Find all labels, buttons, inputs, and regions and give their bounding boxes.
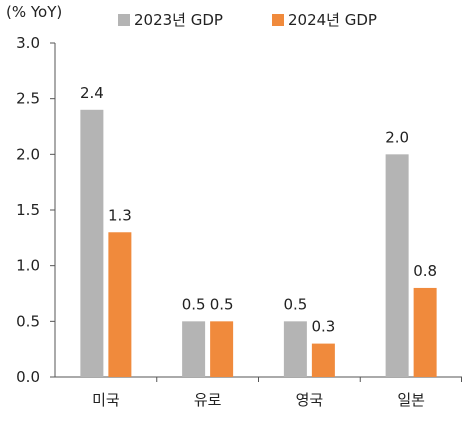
y-unit-label: (% YoY) (6, 3, 62, 21)
axes: 0.0 0.5 1.0 1.5 2.0 2.5 3.0 미국 유로 영국 일본 (16, 34, 462, 409)
bar (80, 109, 104, 378)
y-tick-label: 0.5 (16, 312, 40, 330)
data-label: 0.5 (283, 295, 307, 313)
y-tick-label: 0.0 (16, 368, 40, 386)
bars: 2.41.30.5 0.5 0.50.32.00.8 (80, 84, 437, 378)
legend-label: 2024년 GDP (288, 11, 377, 29)
x-tick-label: 미국 (92, 391, 120, 409)
data-label: 2.4 (80, 84, 104, 102)
bar (311, 343, 335, 377)
legend: 2023년 GDP 2024년 GDP (118, 11, 377, 29)
x-tick-label: 일본 (397, 391, 425, 409)
bar (385, 154, 409, 377)
legend-swatch (118, 14, 130, 26)
data-label: 2.0 (385, 128, 409, 146)
data-label: 0.5 (210, 295, 234, 313)
bar (108, 232, 132, 377)
bar (182, 321, 206, 377)
y-tick-label: 2.5 (16, 90, 40, 108)
legend-label: 2023년 GDP (134, 11, 223, 29)
legend-swatch (272, 14, 284, 26)
y-tick-label: 3.0 (16, 34, 40, 52)
bar (210, 321, 234, 377)
data-label: 0.8 (413, 262, 437, 280)
bar (283, 321, 307, 377)
y-tick-label: 2.0 (16, 145, 40, 163)
x-tick-label: 유로 (194, 391, 222, 409)
bar (413, 287, 437, 377)
data-label: 0.3 (311, 318, 335, 336)
data-label: 1.3 (108, 206, 132, 224)
data-label: 0.5 (182, 295, 206, 313)
y-tick-label: 1.0 (16, 257, 40, 275)
x-tick-label: 영국 (296, 391, 324, 409)
y-tick-label: 1.5 (16, 201, 40, 219)
